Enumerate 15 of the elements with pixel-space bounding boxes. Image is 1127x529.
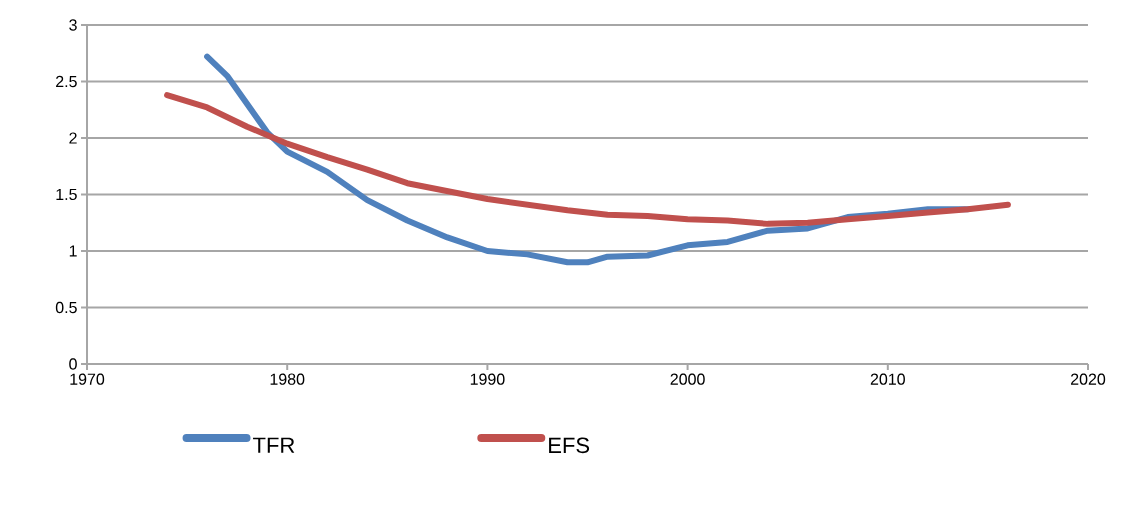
x-tick-label: 1970 bbox=[70, 373, 105, 385]
x-tick-label: 1980 bbox=[270, 373, 305, 385]
x-tick-label: 2010 bbox=[870, 373, 905, 385]
y-tick-label: 1 bbox=[69, 245, 77, 257]
legend-label: EFS bbox=[549, 437, 590, 454]
y-tick-label: 2 bbox=[69, 132, 77, 144]
y-tick-label: 3 bbox=[69, 19, 77, 31]
y-tick-label: 0.5 bbox=[55, 301, 77, 314]
x-tick-label: 1990 bbox=[470, 373, 505, 385]
y-tick-label: 2.5 bbox=[56, 75, 77, 88]
y-tick-label: 1.5 bbox=[56, 188, 77, 201]
x-tick-label: 2000 bbox=[670, 373, 705, 385]
legend-label: TFR bbox=[253, 437, 295, 453]
y-tick-label: 0 bbox=[69, 358, 77, 370]
x-tick-label: 2020 bbox=[1071, 373, 1106, 385]
